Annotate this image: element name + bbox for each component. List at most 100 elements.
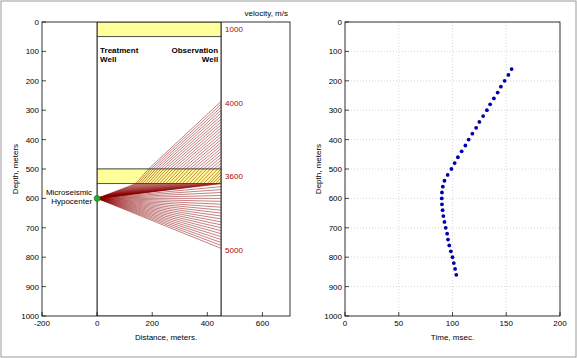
ray (97, 128, 221, 199)
x-tick-label: 0 (95, 319, 100, 328)
point (456, 155, 460, 159)
ray (97, 169, 221, 198)
y-tick-label: 700 (26, 224, 40, 233)
hypocenter-label-line: Microseismic (46, 188, 92, 197)
y-tick (42, 80, 46, 81)
point (499, 85, 503, 89)
x-tick (97, 312, 98, 316)
ray (97, 145, 221, 198)
y-tick-label: 300 (329, 106, 343, 115)
y-tick (345, 51, 349, 52)
point (453, 267, 457, 271)
y-tick-label: 500 (26, 165, 40, 174)
ray (97, 166, 221, 198)
ray (97, 198, 221, 245)
velocity-label: 3600 (225, 172, 243, 181)
y-tick (345, 286, 349, 287)
y-tick-label: 400 (26, 136, 40, 145)
ray (97, 195, 221, 198)
hypocenter (94, 195, 100, 201)
y-tick-label: 300 (26, 106, 40, 115)
point (485, 108, 489, 112)
ray (97, 198, 221, 242)
y-tick (42, 316, 46, 317)
y-tick (345, 198, 349, 199)
ray (97, 184, 221, 199)
y-tick-label: 800 (329, 253, 343, 262)
point (452, 261, 456, 265)
y-tick-label: 900 (329, 283, 343, 292)
ray (97, 137, 221, 199)
ray (97, 101, 221, 198)
velocity-label: 4000 (225, 99, 243, 108)
point (481, 114, 485, 118)
point (477, 120, 481, 124)
ray (97, 134, 221, 199)
ray (97, 178, 221, 199)
y-tick (42, 51, 46, 52)
ray (97, 198, 221, 248)
y-tick (345, 169, 349, 170)
y-tick (345, 316, 349, 317)
point (474, 126, 478, 130)
well-label-line: Observation (171, 46, 218, 55)
annotation: velocity, m/s (245, 9, 288, 18)
point (470, 132, 474, 136)
y-tick-label: 800 (26, 253, 40, 262)
ray (97, 104, 221, 198)
ray (97, 160, 221, 198)
y-tick-label: 200 (329, 77, 343, 86)
grid-line (506, 22, 507, 316)
x-tick (452, 312, 453, 316)
y-axis-title: Depth, meters (11, 144, 20, 194)
ray (97, 172, 221, 198)
point (441, 208, 445, 212)
x-tick-label: 50 (394, 319, 403, 328)
point (464, 144, 468, 148)
labels: 1000400036005000TreatmentWellObservation… (46, 9, 288, 255)
point (449, 249, 453, 253)
ray (97, 148, 221, 198)
y-tick-label: 400 (329, 136, 343, 145)
point (467, 138, 471, 142)
grid-line (345, 80, 560, 81)
layer-band (97, 184, 221, 316)
y-tick (42, 22, 46, 23)
ray (97, 119, 221, 198)
x-tick (207, 312, 208, 316)
ray (97, 131, 221, 199)
ray (97, 198, 221, 216)
ray (97, 163, 221, 198)
ray (97, 110, 221, 198)
x-tick (506, 312, 507, 316)
point (460, 149, 464, 153)
y-tick (345, 139, 349, 140)
ray (97, 154, 221, 198)
point (488, 102, 492, 106)
point (496, 91, 500, 95)
ray (97, 175, 221, 199)
ray (97, 198, 221, 233)
x-tick-label: 400 (201, 319, 215, 328)
y-tick (42, 110, 46, 111)
x-tick-label: 150 (500, 319, 514, 328)
ray (97, 157, 221, 198)
point (454, 273, 458, 277)
ray (97, 193, 221, 199)
y-tick-label: 600 (26, 194, 40, 203)
ray (97, 107, 221, 198)
ray (97, 140, 221, 199)
grid-line (345, 286, 560, 287)
x-tick-label: 100 (446, 319, 460, 328)
axes: -200020040060001002003004005006007008009… (11, 18, 269, 342)
axes: 0501001502000100200300400500600700800900… (314, 18, 567, 342)
plot-area (97, 22, 221, 316)
point (444, 226, 448, 230)
well-label-line: Well (100, 55, 116, 64)
layer-band (97, 22, 221, 37)
y-tick-label: 1000 (324, 312, 342, 321)
y-axis-title: Depth, meters (314, 144, 323, 194)
ray (97, 116, 221, 198)
point (441, 185, 445, 189)
x-tick (398, 312, 399, 316)
